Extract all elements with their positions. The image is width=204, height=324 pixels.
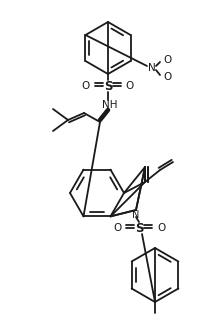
Text: NH: NH (102, 100, 118, 110)
Text: N: N (132, 210, 140, 220)
Text: O: O (82, 81, 90, 91)
Text: O: O (164, 55, 172, 65)
Text: S: S (135, 222, 143, 235)
Text: O: O (113, 223, 121, 233)
Text: N: N (148, 63, 156, 73)
Text: O: O (164, 72, 172, 82)
Text: O: O (157, 223, 165, 233)
Text: S: S (104, 79, 112, 92)
Text: O: O (126, 81, 134, 91)
